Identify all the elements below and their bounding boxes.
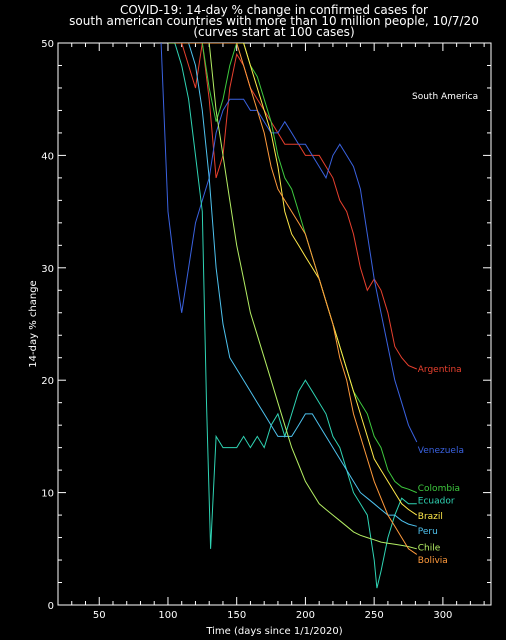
series-layer bbox=[160, 43, 418, 589]
series-line-argentina bbox=[174, 43, 417, 370]
series-label-argentina: Argentina bbox=[418, 365, 462, 375]
region-annotation: South America bbox=[412, 92, 478, 102]
y-tick-label: 10 bbox=[41, 489, 54, 500]
series-label-colombia: Colombia bbox=[418, 484, 460, 494]
y-tick-label: 40 bbox=[41, 151, 54, 162]
series-line-chile bbox=[168, 43, 417, 550]
title-line-1: COVID-19: 14-day % change in confirmed c… bbox=[120, 3, 428, 17]
y-axis: 0 10 20 30 40 50 bbox=[41, 39, 491, 612]
title-line-2: south american countries with more than … bbox=[69, 14, 479, 28]
plot-border bbox=[57, 42, 492, 606]
x-tick-label: 50 bbox=[93, 610, 106, 621]
series-line-colombia bbox=[168, 43, 417, 494]
chart-title: COVID-19: 14-day % change in confirmed c… bbox=[69, 3, 479, 39]
series-line-peru bbox=[181, 43, 417, 527]
series-label-venezuela: Venezuela bbox=[418, 446, 464, 456]
y-axis-label: 14-day % change bbox=[28, 280, 39, 367]
series-labels: Argentina Venezuela Colombia Ecuador Brazil P… bbox=[418, 365, 464, 566]
y-tick-label: 30 bbox=[41, 264, 54, 275]
series-label-bolivia: Bolivia bbox=[418, 556, 448, 566]
title-line-3: (curves start at 100 cases) bbox=[193, 25, 354, 39]
x-axis-label: Time (days since 1/1/2020) bbox=[205, 626, 342, 637]
series-line-venezuela bbox=[160, 43, 418, 443]
series-line-ecuador bbox=[174, 43, 417, 589]
series-line-bolivia bbox=[174, 43, 418, 555]
x-tick-label: 300 bbox=[433, 610, 452, 621]
y-tick-label: 20 bbox=[41, 376, 54, 387]
series-line-brazil bbox=[209, 43, 418, 516]
series-label-brazil: Brazil bbox=[418, 512, 443, 522]
x-axis: 50 100 150 200 250 300 bbox=[71, 43, 485, 621]
x-tick-label: 200 bbox=[296, 610, 315, 621]
series-label-ecuador: Ecuador bbox=[418, 496, 455, 506]
x-tick-label: 100 bbox=[158, 610, 177, 621]
series-label-chile: Chile bbox=[418, 544, 441, 554]
plot-frame bbox=[57, 42, 492, 606]
y-tick-label: 50 bbox=[41, 39, 54, 50]
y-tick-label: 0 bbox=[48, 601, 54, 612]
series-label-peru: Peru bbox=[418, 527, 438, 537]
x-tick-label: 250 bbox=[365, 610, 384, 621]
x-tick-label: 150 bbox=[227, 610, 246, 621]
